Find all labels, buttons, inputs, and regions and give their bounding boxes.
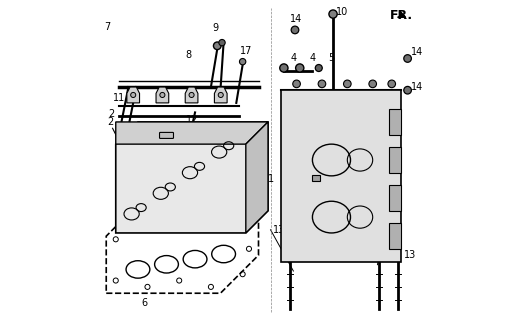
Text: 11: 11 [113,93,125,103]
Circle shape [291,26,299,34]
Circle shape [315,65,322,71]
Text: 14: 14 [290,14,302,24]
Text: 2: 2 [108,109,114,119]
Circle shape [296,64,304,72]
Circle shape [160,92,165,98]
Circle shape [404,55,412,62]
Circle shape [196,149,203,155]
Polygon shape [246,122,268,233]
Text: 13: 13 [404,250,417,260]
Polygon shape [215,87,227,103]
Text: FR.: FR. [390,9,413,22]
Circle shape [131,92,136,98]
Circle shape [404,86,412,94]
Circle shape [117,133,124,140]
Polygon shape [127,87,140,103]
FancyBboxPatch shape [160,132,174,139]
Text: 13: 13 [273,225,285,235]
Text: 7: 7 [104,22,111,32]
Text: 8: 8 [186,50,192,60]
Text: 9: 9 [212,23,219,33]
Text: 4: 4 [290,53,296,63]
Circle shape [343,80,351,88]
Circle shape [329,10,337,18]
Text: 16: 16 [315,180,328,190]
Text: 13: 13 [385,225,398,235]
Bar [312,175,321,180]
Text: 12: 12 [186,115,198,125]
Text: 1: 1 [268,174,274,184]
Polygon shape [156,87,169,103]
Text: 15: 15 [200,153,212,164]
Circle shape [293,80,300,88]
Bar [389,185,401,211]
Polygon shape [116,122,268,233]
Bar [389,147,401,173]
Text: 14: 14 [411,47,423,57]
Circle shape [369,80,376,88]
Text: 17: 17 [239,45,252,56]
Text: 14: 14 [411,82,423,92]
Polygon shape [116,122,268,144]
Text: 5: 5 [328,53,334,63]
Circle shape [280,64,288,72]
Circle shape [219,39,225,46]
Bar [389,109,401,135]
Text: 6: 6 [141,298,147,308]
Bar [389,223,401,249]
Circle shape [214,42,221,50]
Text: 3: 3 [163,125,170,135]
Polygon shape [185,87,198,103]
Circle shape [239,59,246,65]
Circle shape [218,92,223,98]
Text: 4: 4 [309,53,315,63]
Text: 2: 2 [108,117,114,127]
Circle shape [318,80,326,88]
Polygon shape [281,90,401,261]
Circle shape [189,92,194,98]
Circle shape [388,80,396,88]
Circle shape [125,133,132,140]
Text: 10: 10 [336,7,348,18]
